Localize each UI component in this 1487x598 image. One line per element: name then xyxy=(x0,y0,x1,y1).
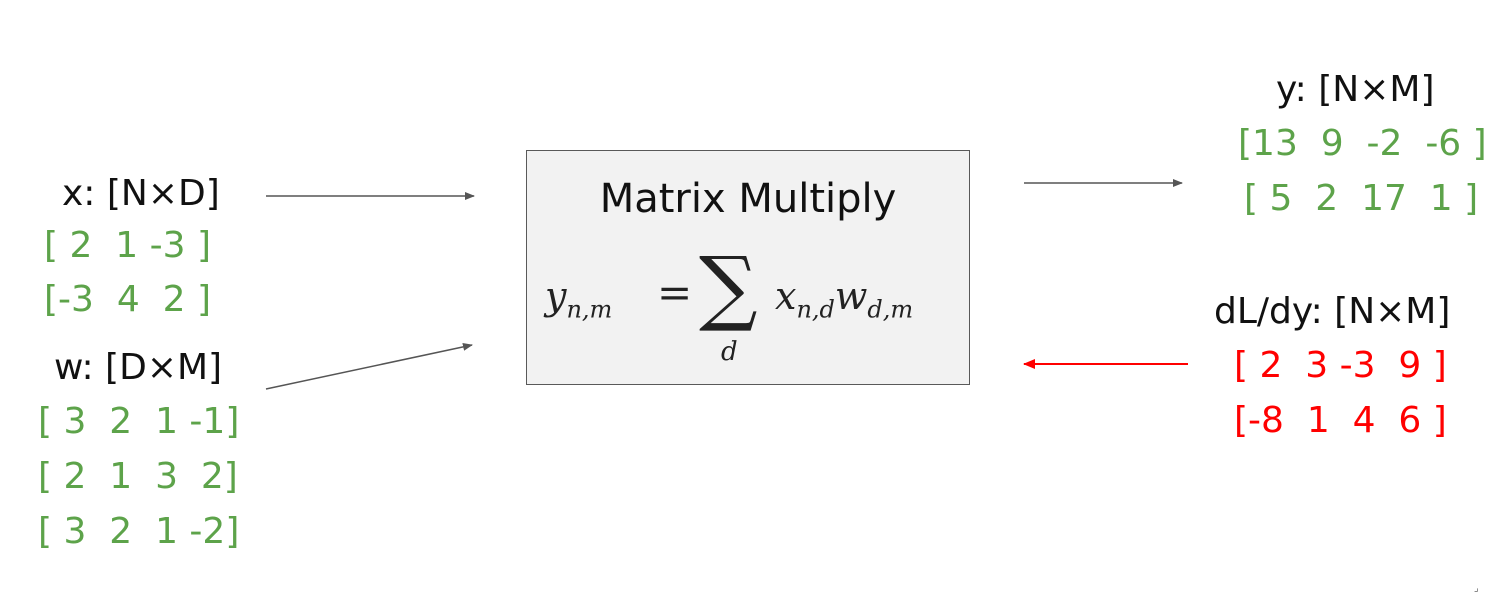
w-to-matmul-arrow xyxy=(265,342,473,390)
matmul-formula: yn,m = ∑ d xn,dwd,m xyxy=(527,239,969,369)
y-shape-label: y: [N×M] xyxy=(1276,69,1435,110)
dLdy-matrix-row-1: [ 2 3 -3 9 ] xyxy=(1234,345,1447,386)
resize-handle-icon: ⌟ xyxy=(1474,583,1479,594)
formula-equals: = xyxy=(657,268,693,317)
formula-lhs: yn,m xyxy=(545,274,613,324)
w-matrix-row-1: [ 3 2 1 -1] xyxy=(38,401,240,442)
y-matrix-row-1: [13 9 -2 -6 ] xyxy=(1238,123,1487,164)
w-matrix-row-2: [ 2 1 3 2] xyxy=(38,456,238,497)
matrix-multiply-box: Matrix Multiply yn,m = ∑ d xn,dwd,m xyxy=(526,150,970,385)
w-matrix-row-3: [ 3 2 1 -2] xyxy=(38,511,240,552)
matrix-multiply-title: Matrix Multiply xyxy=(599,176,897,222)
x-matrix-row-1: [ 2 1 -3 ] xyxy=(44,225,212,266)
formula-rhs: xn,dwd,m xyxy=(775,274,914,324)
w-shape-label: w: [D×M] xyxy=(54,347,223,388)
x-shape-label: x: [N×D] xyxy=(62,173,220,214)
summation-index: d xyxy=(721,337,738,367)
x-matrix-row-2: [-3 4 2 ] xyxy=(44,279,212,320)
summation-symbol: ∑ xyxy=(699,240,758,335)
dLdy-shape-label: dL/dy: [N×M] xyxy=(1214,291,1451,332)
y-matrix-row-2: [ 5 2 17 1 ] xyxy=(1244,178,1479,219)
dLdy-matrix-row-2: [-8 1 4 6 ] xyxy=(1234,400,1447,441)
